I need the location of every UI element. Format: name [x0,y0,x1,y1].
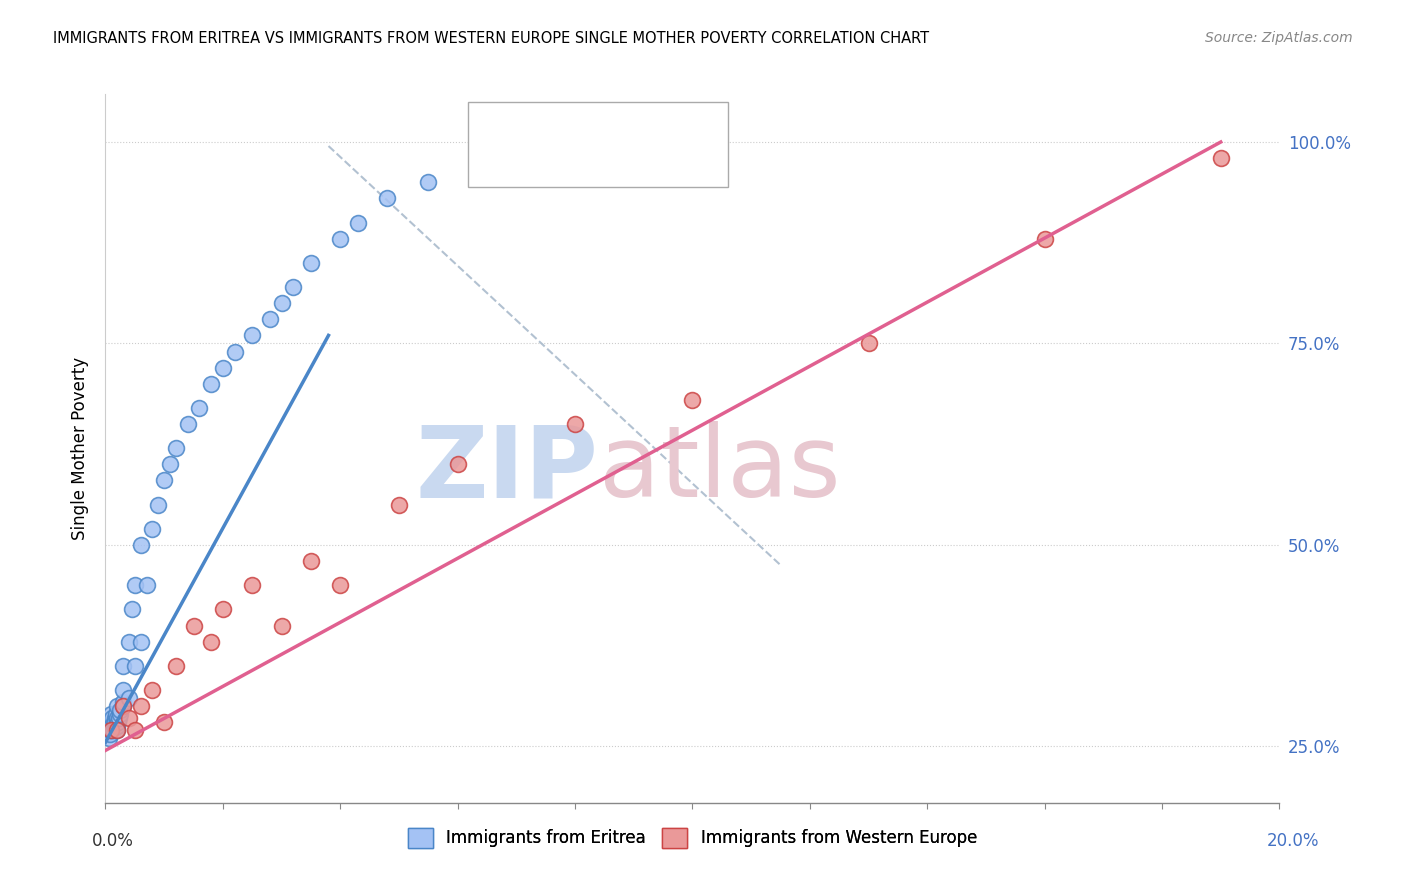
Point [112,699,135,714]
Point [183,618,205,632]
Point [347,216,370,230]
Text: ZIP: ZIP [416,421,599,518]
Point [124,658,146,673]
Text: atlas: atlas [599,421,841,518]
Point [118,634,141,648]
Text: 23: 23 [658,152,683,169]
Point [375,191,398,205]
Point [329,578,352,592]
Point [98,727,121,741]
Point [105,723,128,738]
Point [100,715,122,730]
Point [418,175,440,189]
Point [101,711,124,725]
Text: R =: R = [517,152,557,169]
Text: N =: N = [620,120,659,138]
Point [124,723,146,738]
Point [98,723,121,738]
Point [165,658,187,673]
Point [259,312,281,326]
Point [153,474,176,488]
Point [141,522,163,536]
Point [100,723,122,738]
Point [103,715,125,730]
Point [475,151,498,165]
Point [108,707,131,722]
Point [270,296,292,310]
Point [224,344,246,359]
Point [112,658,135,673]
Point [112,699,135,714]
Text: N =: N = [620,152,659,169]
Point [105,699,128,714]
Point [188,401,211,415]
Point [270,618,292,632]
Point [103,719,125,733]
Text: 0.734: 0.734 [557,152,613,169]
Point [165,442,187,455]
Point [104,715,127,730]
Point [129,538,152,552]
Point [104,711,127,725]
Point [159,458,181,472]
Point [148,498,170,512]
Point [1209,151,1232,165]
Point [240,578,263,592]
Point [299,256,322,270]
Text: Source: ZipAtlas.com: Source: ZipAtlas.com [1205,31,1353,45]
Text: 20.0%: 20.0% [1267,831,1319,849]
Point [112,683,135,698]
Point [124,578,146,592]
Point [101,723,124,738]
Point [107,715,129,730]
Point [200,376,222,391]
Text: 0.523: 0.523 [557,120,613,138]
Point [118,711,141,725]
Point [105,707,128,722]
Point [129,699,152,714]
Text: 56: 56 [658,120,683,138]
Point [1033,232,1056,246]
Point [118,691,141,706]
Point [96,723,118,738]
Point [135,578,157,592]
Point [240,328,263,343]
Point [211,602,233,616]
Point [105,711,128,725]
Point [858,336,880,351]
Point [100,723,122,738]
Point [283,280,305,294]
Point [121,602,143,616]
Point [108,703,131,717]
Point [388,498,411,512]
Point [97,727,120,741]
Point [105,719,128,733]
Point [129,634,152,648]
Point [112,695,135,709]
Point [564,417,586,431]
Point [105,723,128,738]
Point [108,711,131,725]
Point [299,554,322,568]
Point [682,392,704,407]
Point [447,458,470,472]
Point [176,417,198,431]
Point [211,360,233,375]
Point [105,715,128,730]
Point [200,634,222,648]
Point [141,683,163,698]
Text: IMMIGRANTS FROM ERITREA VS IMMIGRANTS FROM WESTERN EUROPE SINGLE MOTHER POVERTY : IMMIGRANTS FROM ERITREA VS IMMIGRANTS FR… [53,31,929,46]
Y-axis label: Single Mother Poverty: Single Mother Poverty [72,357,90,540]
Text: R =: R = [517,120,557,138]
Point [329,232,352,246]
Point [98,731,121,746]
Point [153,715,176,730]
Point [100,707,122,722]
Legend: Immigrants from Eritrea, Immigrants from Western Europe: Immigrants from Eritrea, Immigrants from… [401,821,984,855]
Text: 0.0%: 0.0% [91,831,134,849]
